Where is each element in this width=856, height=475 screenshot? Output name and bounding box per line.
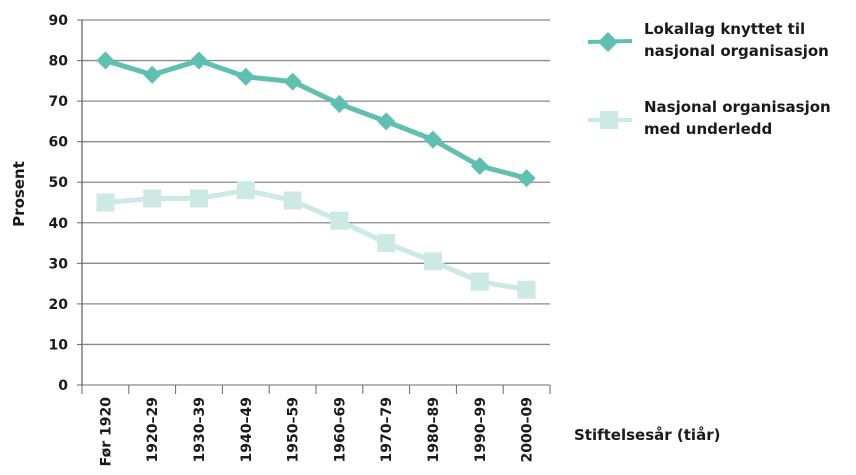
legend-diamond-marker	[587, 32, 633, 52]
y-tick-label: 70	[49, 94, 69, 110]
series-nasjonal	[96, 181, 536, 299]
series-line	[102, 187, 530, 293]
data-point	[377, 234, 396, 253]
data-point	[96, 51, 115, 70]
series-group	[96, 51, 536, 299]
legend-label-line-1: Lokallag knyttet til	[644, 20, 806, 38]
legend-label-line-2: med underledd	[644, 120, 773, 138]
data-point	[424, 252, 442, 271]
y-axis-title: Prosent	[10, 161, 28, 227]
data-point	[283, 72, 302, 91]
legend-item-lokallag: Lokallag knyttet til nasjonal organisasj…	[586, 18, 854, 68]
y-axis-ticks: 0 10 20 30 40 50 60 70 80 90	[49, 13, 82, 394]
series-lokallag	[96, 51, 536, 188]
legend-item-nasjonal: Nasjonal organisasjon med underledd	[586, 96, 854, 146]
legend-label-nasjonal: Nasjonal organisasjon med underledd	[644, 96, 854, 140]
x-tick-label: 1980–89	[426, 397, 442, 462]
data-point	[283, 191, 302, 210]
gridlines	[82, 19, 550, 386]
data-point	[330, 94, 349, 113]
data-point	[236, 67, 255, 86]
y-tick-label: 80	[49, 54, 69, 70]
x-tick-label: 1950–59	[286, 397, 302, 462]
legend-label-line-1: Nasjonal organisasjon	[644, 98, 831, 116]
data-point	[517, 280, 536, 299]
y-tick-label: 60	[49, 135, 69, 151]
y-tick-label: 20	[49, 297, 69, 313]
x-axis-title: Stiftelsesår (tiår)	[574, 426, 720, 444]
data-point	[424, 130, 442, 149]
data-point	[190, 189, 208, 208]
x-tick-label: 1990–99	[473, 397, 489, 462]
y-tick-label: 40	[49, 216, 69, 232]
data-point	[470, 157, 489, 175]
data-point	[143, 65, 162, 84]
legend-label-line-2: nasjonal organisasjon	[644, 42, 829, 60]
series-line	[102, 58, 530, 181]
y-tick-label: 10	[49, 337, 69, 353]
legend-square-marker	[588, 111, 632, 129]
x-tick-label: 1940–49	[239, 397, 255, 462]
x-tick-label: Før 1920	[98, 397, 114, 467]
x-tick-label: 2000–09	[520, 397, 536, 462]
data-point	[190, 51, 208, 70]
y-tick-label: 50	[49, 175, 69, 191]
data-point	[143, 189, 162, 208]
x-axis-ticks: Før 1920 1920–29 1930–39 1940–49 1950–59 1960…	[81, 385, 551, 467]
data-point	[517, 169, 536, 188]
data-point	[470, 272, 489, 291]
x-tick-label: 1960–69	[332, 397, 348, 462]
y-tick-label: 0	[58, 378, 68, 394]
legend: Lokallag knyttet til nasjonal organisasj…	[586, 18, 854, 148]
x-tick-label: 1930–39	[192, 397, 208, 462]
y-tick-label: 30	[49, 256, 69, 272]
data-point	[330, 211, 349, 230]
data-point	[96, 193, 115, 212]
y-tick-label: 90	[49, 13, 69, 29]
x-tick-label: 1970–79	[379, 397, 395, 462]
data-point	[236, 181, 255, 200]
x-tick-label: 1920–29	[145, 397, 161, 462]
data-point	[377, 112, 396, 131]
legend-label-lokallag: Lokallag knyttet til nasjonal organisasj…	[644, 18, 854, 62]
